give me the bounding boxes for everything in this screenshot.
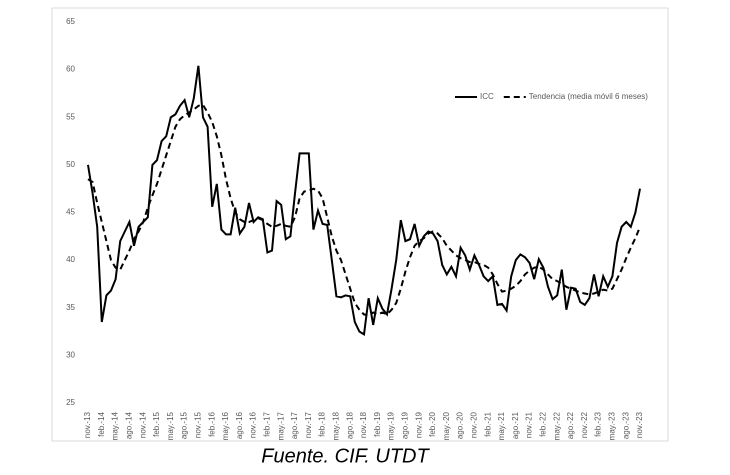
y-tick-label: 25: [66, 398, 75, 407]
x-tick-label: may.-17: [276, 411, 285, 440]
x-tick-label: may.-15: [166, 411, 175, 440]
x-tick-label: nov.-17: [304, 411, 313, 438]
series-line: [87, 65, 641, 337]
x-tick-label: nov.-22: [580, 411, 589, 438]
x-tick-label: feb.-19: [373, 411, 382, 436]
x-tick-label: nov.-14: [138, 411, 147, 438]
x-tick-label: feb.-15: [152, 411, 161, 436]
y-tick-label: 40: [66, 255, 75, 264]
x-tick-label: may.-18: [332, 411, 341, 440]
x-tick-label: ago.-23: [621, 411, 630, 439]
y-tick-label: 35: [66, 303, 75, 312]
x-tick-label: may.-23: [608, 411, 617, 440]
x-tick-label: may.-21: [497, 411, 506, 440]
x-tick-label: feb.-20: [428, 411, 437, 436]
y-tick-label: 30: [66, 350, 75, 359]
y-tick-label: 45: [66, 208, 75, 217]
x-tick-label: ago.-17: [290, 411, 299, 439]
x-tick-label: nov.-15: [194, 411, 203, 438]
x-tick-label: nov.-16: [249, 411, 258, 438]
x-tick-label: ago.-14: [125, 411, 134, 439]
x-tick-label: may.-19: [387, 411, 396, 440]
x-tick-label: feb.-17: [263, 411, 272, 436]
x-tick-label: ago.-18: [345, 411, 354, 439]
x-tick-label: ago.-20: [456, 411, 465, 439]
x-tick-label: may.-14: [111, 411, 120, 440]
x-tick-label: feb.-23: [594, 411, 603, 436]
y-tick-label: 55: [66, 112, 75, 121]
legend-label: Tendencia (media móvil 6 meses): [529, 92, 648, 101]
y-tick-label: 50: [66, 160, 75, 169]
x-tick-label: ago.-21: [511, 411, 520, 439]
series-line: [87, 103, 641, 317]
x-tick-label: nov.-19: [414, 411, 423, 438]
y-tick-label: 60: [66, 65, 75, 74]
x-tick-label: feb.-14: [97, 411, 106, 436]
x-tick-label: ago.-22: [566, 411, 575, 439]
legend-label: ICC: [480, 92, 494, 101]
x-tick-label: may.-16: [221, 411, 230, 440]
x-tick-label: nov.-21: [525, 411, 534, 438]
x-tick-label: ago.-15: [180, 411, 189, 439]
caption: Fuente. CIF. UTDT: [261, 445, 430, 467]
x-tick-label: nov.-20: [470, 411, 479, 438]
chart-frame: [51, 7, 669, 442]
x-tick-label: feb.-21: [483, 411, 492, 436]
x-tick-label: ago.-19: [401, 411, 410, 439]
y-tick-label: 65: [66, 17, 75, 26]
x-tick-label: may.-22: [552, 411, 561, 440]
x-tick-label: nov.-23: [635, 411, 644, 438]
x-tick-label: feb.-18: [318, 411, 327, 436]
x-tick-label: ago.-16: [235, 411, 244, 439]
x-tick-label: feb.-22: [539, 411, 548, 436]
x-tick-label: feb.-16: [207, 411, 216, 436]
x-tick-label: nov.-18: [359, 411, 368, 438]
x-tick-label: nov.-13: [83, 411, 92, 438]
x-tick-label: may.-20: [442, 411, 451, 440]
